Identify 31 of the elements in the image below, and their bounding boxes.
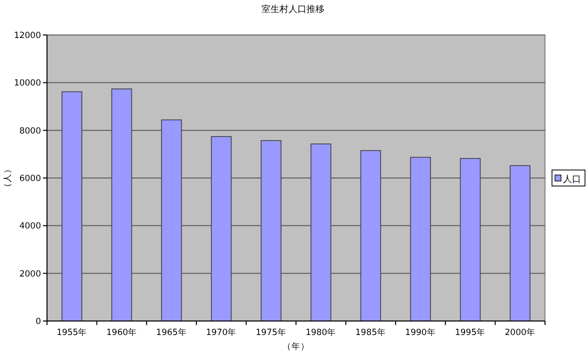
bar (161, 119, 182, 322)
bar (62, 91, 82, 322)
y-axis-title: （人） (2, 164, 13, 192)
bar (310, 144, 332, 322)
bar (111, 88, 132, 322)
x-tick-label: 1995年 (454, 327, 486, 338)
x-tick-label: 1955年 (56, 327, 88, 338)
y-tick-label: 8000 (19, 126, 41, 136)
bar (260, 140, 282, 322)
chart-title: 室生村人口推移 (262, 4, 324, 15)
y-tick-label: 2000 (19, 269, 41, 280)
x-tick-label: 1960年 (106, 327, 138, 338)
x-tick-label: 1975年 (256, 327, 286, 338)
y-tick-label: 12000 (14, 31, 41, 41)
x-tick-label: 1980年 (306, 327, 336, 338)
x-tick-label: 1990年 (405, 327, 436, 338)
x-tick-label: 1985年 (355, 327, 386, 338)
x-tick-label: 1965年 (156, 327, 187, 338)
y-tick-label: 10000 (14, 78, 41, 89)
y-tick-label: 0 (36, 317, 41, 327)
bar (360, 150, 382, 322)
y-tick-label: 4000 (19, 222, 41, 232)
x-tick-label: 1970年 (206, 327, 237, 338)
x-axis-title: （年） (282, 341, 310, 352)
bar (210, 136, 232, 322)
bar (460, 158, 481, 322)
bar (510, 165, 530, 322)
x-tick-label: 2000年 (504, 327, 536, 338)
legend-label: 人口 (563, 174, 581, 185)
bar (410, 156, 431, 322)
y-tick-label: 6000 (19, 174, 41, 184)
